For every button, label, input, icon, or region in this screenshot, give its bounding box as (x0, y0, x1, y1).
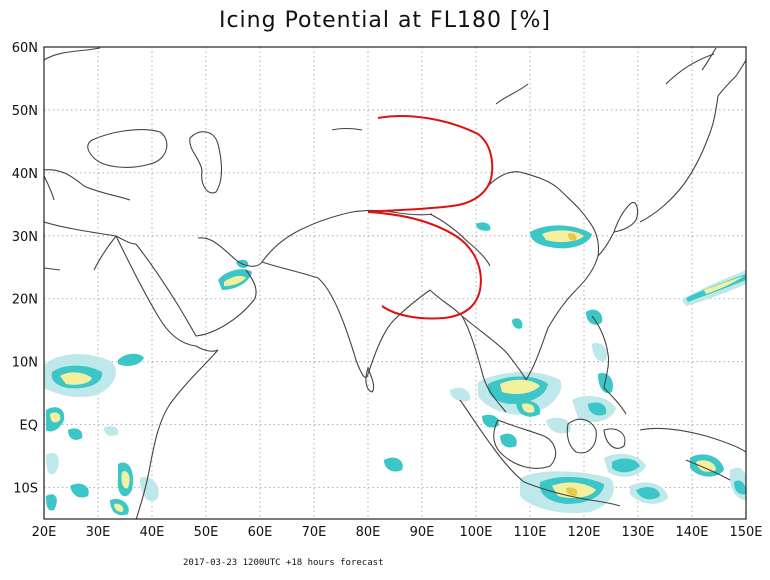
lat-tick-label: 30N (12, 230, 38, 245)
lat-tick-label: 10N (12, 356, 38, 371)
map-ticks: 20E 30E 40E 50E 60E 70E 80E 90E 100E 110E 120E 130E… (12, 41, 763, 540)
lon-tick-label: 100E (459, 525, 492, 540)
lon-tick-label: 40E (140, 525, 165, 540)
lat-tick-label: 40N (12, 167, 38, 182)
lat-tick-label: EQ (20, 419, 38, 434)
lon-tick-label: 50E (194, 525, 219, 540)
coastlines (44, 47, 746, 519)
map-grid (44, 47, 746, 519)
map-plot-area (44, 47, 746, 519)
lon-tick-label: 80E (356, 525, 381, 540)
lon-tick-label: 30E (86, 525, 111, 540)
lon-tick-label: 70E (302, 525, 327, 540)
red-annotation (367, 115, 494, 320)
lon-tick-label: 110E (513, 525, 546, 540)
lat-tick-label: 50N (12, 104, 38, 119)
lon-tick-label: 140E (675, 525, 708, 540)
lon-tick-label: 90E (410, 525, 435, 540)
lon-tick-label: 130E (621, 525, 654, 540)
icing-shading (44, 222, 746, 516)
lon-tick-label: 60E (248, 525, 273, 540)
map-frame (43, 46, 747, 520)
lat-tick-label: 60N (12, 41, 38, 56)
lon-tick-label: 120E (567, 525, 600, 540)
map-title: Icing Potential at FL180 [%] (218, 8, 552, 33)
forecast-footer: 2017-03-23 1200UTC +18 hours forecast (183, 558, 384, 568)
lat-tick-label: 20N (12, 293, 38, 308)
lon-tick-label: 150E (729, 525, 762, 540)
lon-tick-label: 20E (32, 525, 57, 540)
lat-tick-label: 10S (13, 482, 38, 497)
